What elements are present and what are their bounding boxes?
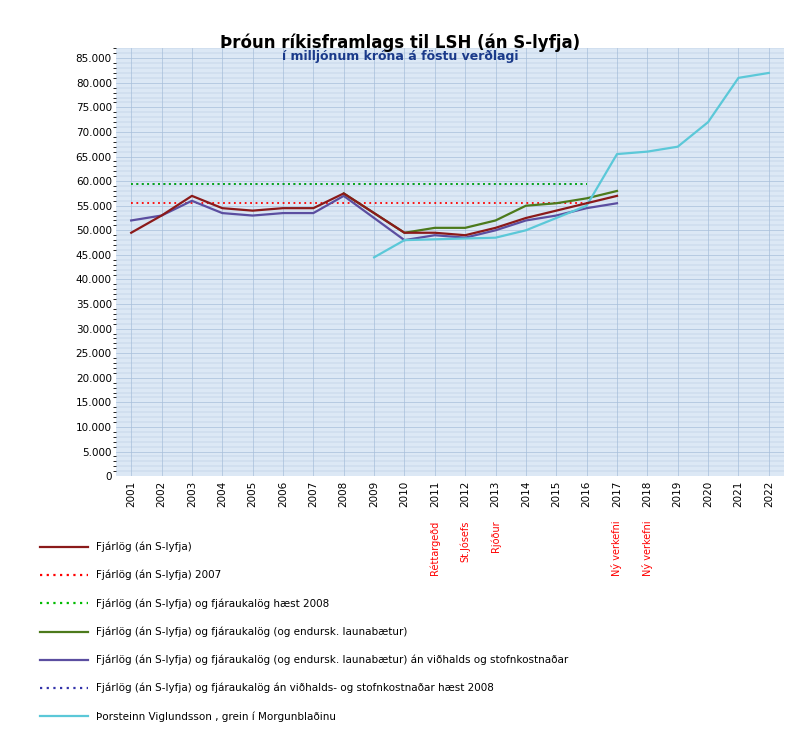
- Text: í milljónum króna á föstu verðlagi: í milljónum króna á föstu verðlagi: [282, 50, 518, 62]
- Text: Ný verkefni: Ný verkefni: [611, 521, 622, 577]
- Text: Fjárlög (án S-lyfja) og fjáraukalög (og endursk. launabætur): Fjárlög (án S-lyfja) og fjáraukalög (og …: [96, 626, 407, 637]
- Text: Þróun ríkisframlags til LSH (án S-lyfja): Þróun ríkisframlags til LSH (án S-lyfja): [220, 33, 580, 52]
- Text: St.Jósefs: St.Jósefs: [460, 521, 470, 562]
- Text: Fjárlög (án S-lyfja): Fjárlög (án S-lyfja): [96, 542, 192, 552]
- Text: Réttargeðd: Réttargeðd: [430, 521, 440, 575]
- Text: Fjárlög (án S-lyfja) 2007: Fjárlög (án S-lyfja) 2007: [96, 570, 222, 580]
- Text: Ný verkefni: Ný verkefni: [642, 521, 653, 577]
- Text: Rjóður: Rjóður: [490, 521, 501, 553]
- Text: Fjárlög (án S-lyfja) og fjáraukalög hæst 2008: Fjárlög (án S-lyfja) og fjáraukalög hæst…: [96, 598, 330, 609]
- Text: Fjárlög (án S-lyfja) og fjáraukalög án viðhalds- og stofnkostnaðar hæst 2008: Fjárlög (án S-lyfja) og fjáraukalög án v…: [96, 683, 494, 693]
- Text: Þorsteinn Viglundsson , grein í Morgunblaðinu: Þorsteinn Viglundsson , grein í Morgunbl…: [96, 711, 336, 722]
- Text: Fjárlög (án S-lyfja) og fjáraukalög (og endursk. launabætur) án viðhalds og stof: Fjárlög (án S-lyfja) og fjáraukalög (og …: [96, 655, 568, 665]
